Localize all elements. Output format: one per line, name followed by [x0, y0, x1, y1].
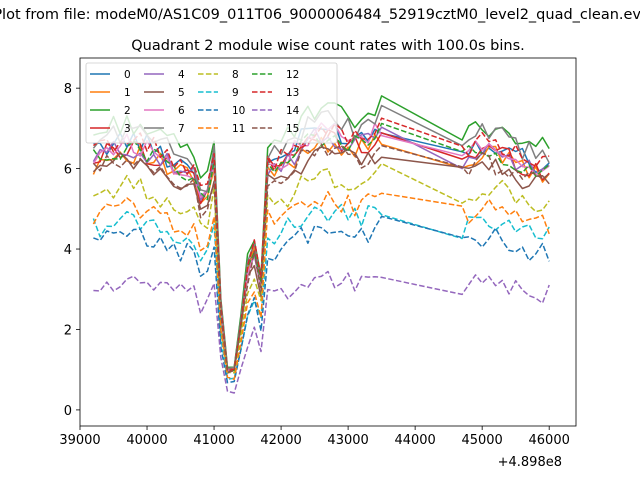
y-tick-label: 4 — [64, 243, 72, 258]
series-line-14 — [93, 270, 550, 394]
legend-box — [85, 62, 338, 144]
legend-label-3: 3 — [124, 123, 131, 135]
x-tick-label: 39000 — [59, 433, 100, 448]
series-line-13 — [92, 117, 550, 372]
x-tick-label: 42000 — [260, 433, 301, 448]
series-line-15 — [92, 143, 550, 374]
series-line-12 — [92, 122, 550, 372]
legend-label-10: 10 — [232, 105, 245, 117]
legend-label-5: 5 — [178, 87, 185, 99]
x-tick-label: 44000 — [394, 433, 435, 448]
series-line-9 — [92, 203, 550, 380]
series-line-6 — [92, 122, 550, 371]
legend-label-0: 0 — [124, 69, 131, 81]
series-line-4 — [92, 126, 550, 373]
axes-frame — [79, 57, 577, 427]
x-tick-label: 46000 — [529, 433, 570, 448]
legend-label-8: 8 — [232, 69, 239, 81]
x-tick-label: 40000 — [126, 433, 167, 448]
x-axis: 39000 40000 41000 42000 43000 44000 45000 46000 — [59, 426, 570, 448]
suptitle: Plot from file: modeM0/AS1C09_011T06_900… — [0, 7, 640, 23]
legend-label-6: 6 — [178, 105, 185, 117]
x-tick-label: 45000 — [461, 433, 502, 448]
legend-label-11: 11 — [232, 123, 245, 135]
legend-label-1: 1 — [124, 87, 131, 99]
y-tick-label: 6 — [64, 163, 72, 178]
x-tick-label: 41000 — [193, 433, 234, 448]
legend-label-2: 2 — [124, 105, 131, 117]
legend-label-14: 14 — [286, 105, 300, 117]
chart-title: Quadrant 2 module wise count rates with … — [131, 38, 525, 54]
series-line-8 — [93, 162, 550, 374]
legend-label-7: 7 — [178, 123, 185, 135]
legend-label-15: 15 — [286, 123, 299, 135]
legend-label-12: 12 — [286, 69, 299, 81]
x-tick-label: 43000 — [327, 433, 368, 448]
legend-label-9: 9 — [232, 87, 239, 99]
series-line-5 — [92, 146, 550, 374]
series-line-10 — [93, 215, 550, 384]
legend-label-4: 4 — [178, 69, 185, 81]
y-tick-label: 2 — [64, 323, 72, 338]
legend-label-13: 13 — [286, 87, 299, 99]
y-tick-label: 8 — [64, 82, 72, 97]
series-line-11 — [92, 190, 550, 381]
x-offset-label: +4.898e8 — [498, 455, 562, 470]
y-axis: 0 2 4 6 8 — [64, 82, 80, 419]
y-tick-label: 0 — [64, 404, 72, 419]
